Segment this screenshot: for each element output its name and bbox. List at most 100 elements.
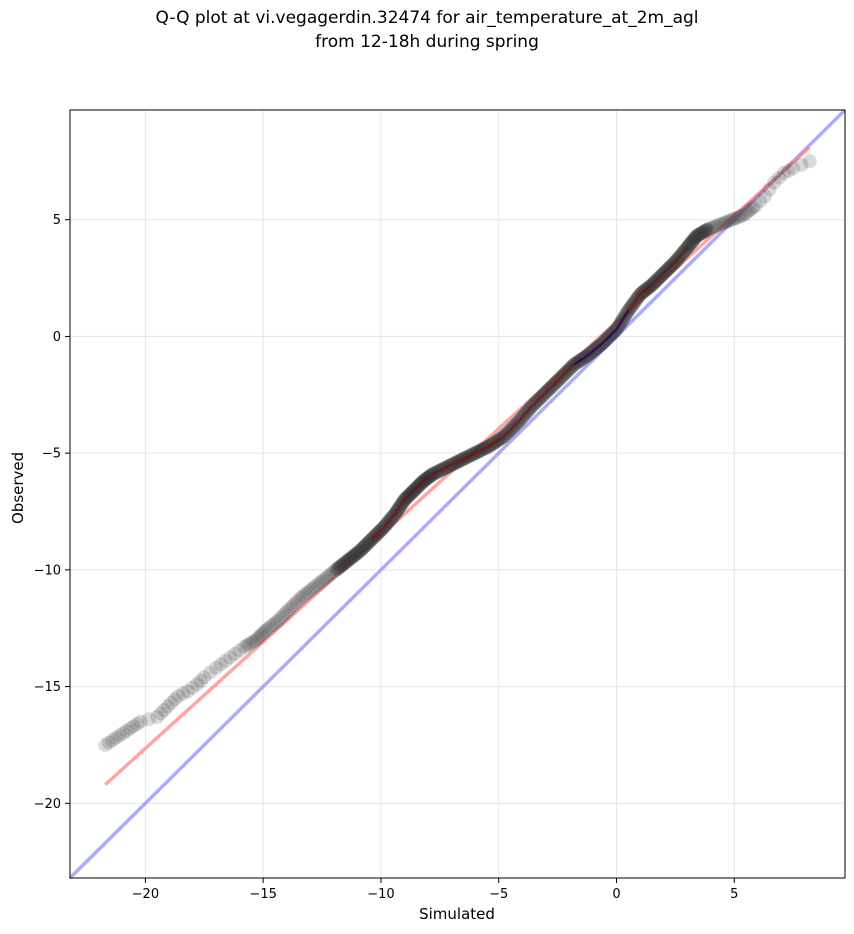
quantile-point xyxy=(358,538,373,553)
plot-frame xyxy=(69,109,846,879)
quantile-point xyxy=(343,551,358,566)
x-tick-label: 0 xyxy=(612,887,620,902)
quantile-point xyxy=(203,665,218,680)
quantile-point xyxy=(242,637,257,652)
quantile-point xyxy=(706,220,721,235)
quantile-point xyxy=(176,686,191,701)
y-tick-label: 5 xyxy=(53,213,61,228)
quantile-point xyxy=(703,221,718,236)
quantile-point xyxy=(696,224,711,239)
quantile-point xyxy=(339,554,354,569)
quantile-point xyxy=(246,634,261,649)
quantile-point xyxy=(348,547,363,562)
quantile-point xyxy=(717,215,732,230)
quantile-point xyxy=(683,236,698,251)
quantile-point xyxy=(330,561,345,576)
quantile-point xyxy=(753,194,768,209)
quantile-point xyxy=(252,629,267,644)
x-tick-label: 5 xyxy=(730,887,738,902)
quantile-point xyxy=(337,556,352,571)
quantile-point xyxy=(767,175,782,190)
quantile-point xyxy=(209,660,224,675)
quantile-point xyxy=(263,619,278,634)
quantile-point xyxy=(345,549,360,564)
quantile-point xyxy=(150,709,165,724)
quantile-point xyxy=(298,587,313,602)
quantile-point xyxy=(260,621,275,636)
quantile-point xyxy=(282,602,297,617)
quantile-point xyxy=(272,611,287,626)
quantile-point xyxy=(802,154,817,169)
quantile-point xyxy=(232,643,247,658)
x-tick-label: −10 xyxy=(367,887,394,902)
quantile-point xyxy=(310,577,325,592)
identity-line xyxy=(68,108,847,880)
quantile-point xyxy=(315,574,330,589)
quantile-point xyxy=(762,182,777,197)
quantile-point xyxy=(164,695,179,710)
quantile-point xyxy=(355,541,370,556)
quantile-point xyxy=(357,539,372,554)
quantile-point xyxy=(305,581,320,596)
quantile-point xyxy=(317,572,332,587)
quantile-point xyxy=(322,568,337,583)
quantile-point xyxy=(130,716,145,731)
quantile-point xyxy=(153,706,168,721)
quantile-point xyxy=(227,646,242,661)
quantile-point xyxy=(355,541,370,556)
quantile-point xyxy=(277,607,292,622)
quantile-point xyxy=(267,616,282,631)
x-tick-label: −15 xyxy=(249,887,276,902)
x-tick-label: −20 xyxy=(132,887,159,902)
quantile-point xyxy=(303,583,318,598)
quantile-point xyxy=(731,209,746,224)
quantile-point xyxy=(694,226,709,241)
quantile-point xyxy=(351,544,366,559)
quantile-point xyxy=(690,228,705,243)
quantile-point xyxy=(772,170,787,185)
quantile-point xyxy=(746,200,761,215)
quantile-point xyxy=(689,229,704,244)
quantile-point xyxy=(185,680,200,695)
quantile-point xyxy=(736,208,751,223)
chart-title-line1: Q-Q plot at vi.vegagerdin.32474 for air_… xyxy=(155,8,699,28)
quantile-point xyxy=(256,625,271,640)
quantile-point xyxy=(685,234,700,249)
quantile-point xyxy=(141,712,156,727)
y-tick-label: −15 xyxy=(34,680,61,695)
quantile-point xyxy=(265,617,280,632)
quantile-point xyxy=(218,653,233,668)
quantile-point xyxy=(326,564,341,579)
quantile-point xyxy=(698,223,713,238)
center-layer xyxy=(370,246,689,541)
y-tick-label: −5 xyxy=(42,447,61,462)
quantile-point xyxy=(354,542,369,557)
quantile-point xyxy=(710,218,725,233)
quantile-point xyxy=(724,212,739,227)
quantile-point xyxy=(237,639,252,654)
quantile-point xyxy=(684,235,699,250)
quantile-point xyxy=(691,228,706,243)
quantile-point xyxy=(683,236,698,251)
quantile-point xyxy=(319,570,334,585)
quantile-point xyxy=(289,595,304,610)
grid-layer xyxy=(70,110,845,878)
quantile-point xyxy=(190,677,205,692)
quantile-point xyxy=(340,554,355,569)
x-tick-label: −5 xyxy=(489,887,508,902)
quantile-point xyxy=(713,217,728,232)
quantile-point xyxy=(360,536,375,551)
y-tick-label: −10 xyxy=(34,563,61,578)
quantile-point xyxy=(693,226,708,241)
quantile-point xyxy=(197,670,212,685)
quantile-point xyxy=(342,552,357,567)
quantile-point xyxy=(748,198,763,213)
quantile-point xyxy=(312,575,327,590)
quantile-point xyxy=(727,211,742,226)
quantile-point xyxy=(270,614,285,629)
quantile-point xyxy=(101,735,116,750)
quantile-point xyxy=(291,593,306,608)
quantile-point xyxy=(350,546,365,561)
quantile-point xyxy=(332,560,347,575)
quantile-point xyxy=(213,657,228,672)
